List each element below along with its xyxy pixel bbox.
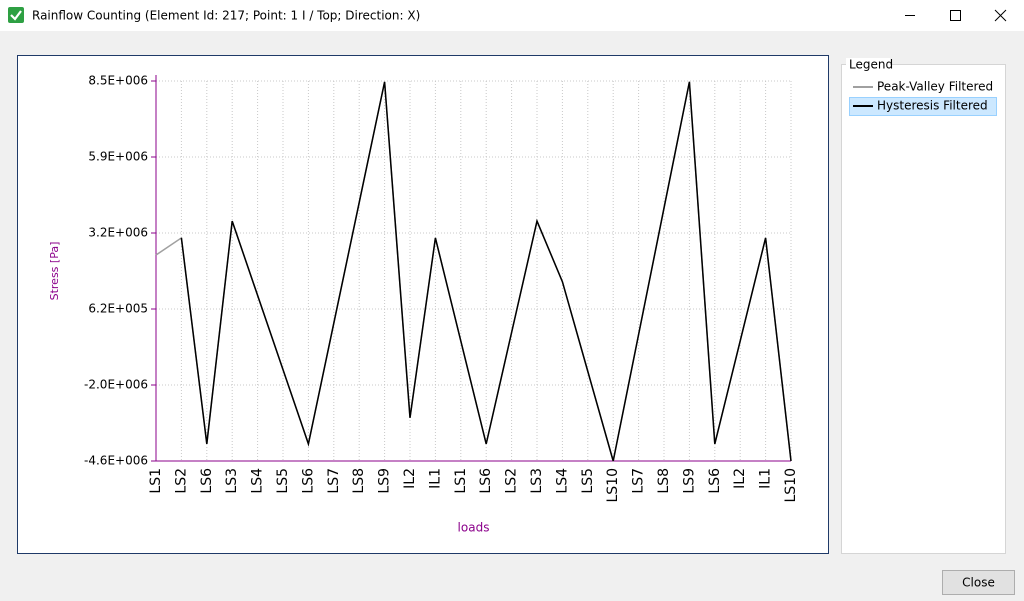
- x-tick-label: LS4: [250, 468, 266, 494]
- legend-entry[interactable]: Peak-Valley Filtered: [877, 80, 993, 94]
- legend-box: [841, 64, 1006, 554]
- x-tick-label: LS8: [351, 468, 367, 494]
- x-tick-label: IL1: [427, 468, 443, 489]
- x-tick-label: LS6: [707, 468, 723, 494]
- legend-title-bg: [846, 58, 890, 72]
- x-tick-label: LS2: [173, 468, 189, 494]
- app-icon-check: [10, 10, 22, 21]
- x-tick-label: LS9: [377, 468, 393, 494]
- x-axis-label: loads: [458, 521, 490, 535]
- app-icon: [8, 7, 24, 23]
- close-button[interactable]: [942, 570, 1015, 595]
- y-tick-label: 3.2E+006: [88, 226, 148, 240]
- series-line: [180, 81, 792, 462]
- x-tick-label: LS2: [504, 468, 520, 494]
- y-tick-label: -4.6E+006: [84, 454, 148, 468]
- x-tick-label: LS4: [554, 468, 570, 494]
- close-button-label[interactable]: Close: [962, 576, 995, 590]
- x-tick-label: LS8: [656, 468, 672, 494]
- y-tick-label: -2.0E+006: [84, 378, 148, 392]
- x-tick-label: LS9: [681, 468, 697, 494]
- x-tick-label: LS6: [199, 468, 215, 494]
- x-tick-label: LS3: [529, 468, 545, 494]
- x-tick-label: LS5: [580, 468, 596, 494]
- maximize-button[interactable]: [950, 10, 961, 21]
- x-tick-label: LS7: [326, 468, 342, 494]
- x-tick-label: LS5: [275, 468, 291, 494]
- x-tick-label: LS1: [453, 468, 469, 494]
- legend-title: Legend: [849, 58, 893, 72]
- close-window-button[interactable]: [994, 9, 1007, 22]
- y-axis-label: Stress [Pa]: [48, 242, 61, 301]
- y-tick-label: 8.5E+006: [88, 74, 148, 88]
- x-tick-label: IL2: [402, 468, 418, 489]
- title-bar: [0, 0, 1024, 31]
- y-tick-label: 5.9E+006: [88, 150, 148, 164]
- x-tick-label: LS10: [605, 468, 621, 503]
- x-tick-label: IL2: [732, 468, 748, 489]
- window-title: Rainflow Counting (Element Id: 217; Poin…: [32, 9, 420, 23]
- x-tick-label: LS6: [478, 468, 494, 494]
- x-tick-label: LS10: [783, 468, 799, 503]
- x-tick-label: LS3: [224, 468, 240, 494]
- x-tick-label: LS1: [148, 468, 164, 494]
- legend-entry[interactable]: Hysteresis Filtered: [877, 99, 988, 113]
- x-tick-label: LS6: [300, 468, 316, 494]
- x-tick-label: IL1: [758, 468, 774, 489]
- x-tick-label: LS7: [631, 468, 647, 494]
- y-tick-label: 6.2E+005: [88, 302, 148, 316]
- legend-selection: [849, 97, 997, 116]
